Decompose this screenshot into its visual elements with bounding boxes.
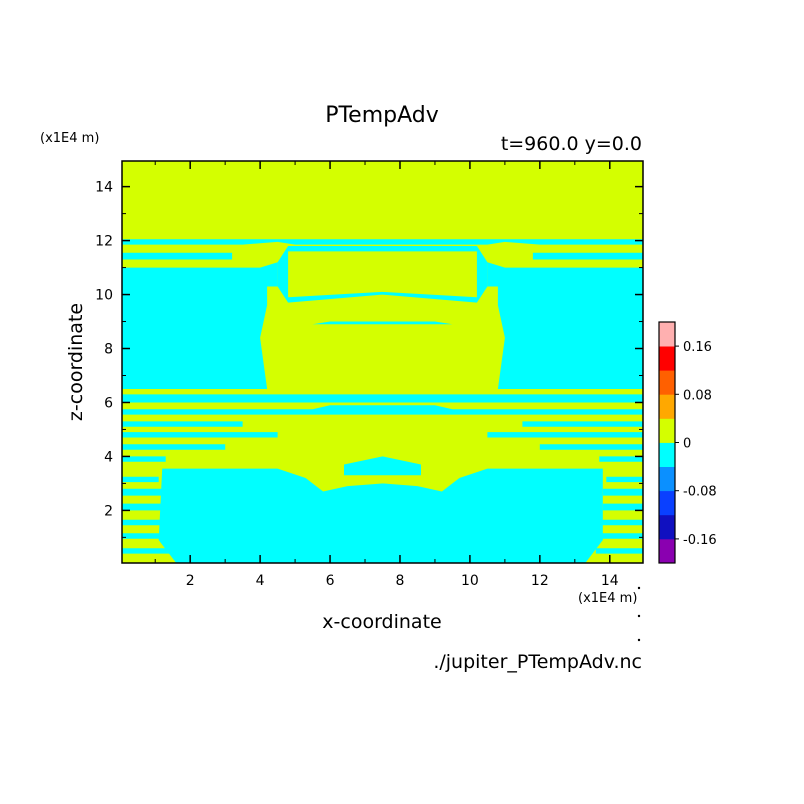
x-tick-label: 8 <box>396 573 405 589</box>
contour-region <box>522 421 643 427</box>
contour-region <box>122 421 243 427</box>
contour-region <box>606 476 643 483</box>
contour-region <box>122 394 643 403</box>
contour-region <box>602 503 643 511</box>
contour-region <box>599 519 643 526</box>
y-tick-label: 8 <box>104 342 113 358</box>
source-file-label: ./jupiter_PTempAdv.nc <box>433 651 642 673</box>
colorbar-swatch <box>659 466 675 492</box>
y-axis-label: z-coordinate <box>65 303 87 421</box>
chart-subtitle: t=960.0 y=0.0 <box>501 133 642 155</box>
contour-region <box>122 239 643 245</box>
y-tick-label: 2 <box>104 503 113 519</box>
contour-region <box>122 405 643 415</box>
contour-region <box>122 548 170 554</box>
dot-mark <box>637 638 641 642</box>
contour-region <box>487 262 643 389</box>
contour-region <box>122 503 163 511</box>
contour-region <box>122 161 643 563</box>
y-tick-label: 4 <box>104 449 113 465</box>
dot-mark <box>637 614 641 618</box>
contour-region <box>602 488 643 496</box>
contour-regions <box>122 161 643 563</box>
y-tick-label: 6 <box>104 395 113 411</box>
dot-mark <box>637 586 641 590</box>
y-tick-label: 12 <box>95 234 113 250</box>
contour-region <box>122 519 166 526</box>
contour-region <box>599 456 643 462</box>
contour-region <box>288 251 477 298</box>
x-axis-label: x-coordinate <box>322 611 441 633</box>
colorbar-swatch <box>659 322 675 347</box>
colorbar-swatch <box>659 538 675 564</box>
decorative-dots <box>637 586 641 642</box>
colorbar-swatch <box>659 370 675 395</box>
contour-region <box>595 548 643 554</box>
colorbar-swatch <box>659 418 675 443</box>
x-tick-label: 12 <box>531 573 549 589</box>
contour-region <box>344 456 421 476</box>
contour-region <box>122 456 166 462</box>
contour-region <box>158 468 603 563</box>
contour-region <box>122 432 278 438</box>
colorbar-swatch <box>659 346 675 371</box>
contour-region <box>122 444 226 450</box>
x-axis-ticks: 2 4 6 8 10 12 14 <box>154 161 619 589</box>
y-unit-label: (x1E4 m) <box>40 131 99 146</box>
chart-title: PTempAdv <box>325 103 439 128</box>
plot-frame <box>121 160 644 564</box>
plot-area: 2 4 6 8 10 12 14 2 4 6 8 10 12 14 <box>95 160 644 589</box>
x-tick-label: 14 <box>601 573 619 589</box>
contour-region <box>122 533 166 539</box>
colorbar-tick-label: -0.16 <box>683 533 717 548</box>
y-axis-ticks: 2 4 6 8 10 12 14 <box>95 180 643 538</box>
contour-region <box>122 262 278 389</box>
y-tick-label: 14 <box>95 180 113 196</box>
colorbar-swatch <box>659 514 675 540</box>
colorbar: -0.16 -0.08 0 0.08 0.16 <box>658 321 717 564</box>
x-tick-label: 6 <box>326 573 335 589</box>
contour-region <box>122 252 233 260</box>
x-tick-label: 2 <box>186 573 195 589</box>
contour-region <box>599 533 643 539</box>
colorbar-tick-label: -0.08 <box>683 485 717 500</box>
contour-region <box>312 321 453 325</box>
x-tick-label: 10 <box>461 573 479 589</box>
contour-region <box>122 488 163 496</box>
contour-region <box>122 476 159 483</box>
colorbar-tick-label: 0.08 <box>683 388 712 403</box>
x-unit-label: (x1E4 m) <box>578 591 637 606</box>
colorbar-swatch <box>659 490 675 516</box>
y-tick-label: 10 <box>95 288 113 304</box>
colorbar-tick-label: 0 <box>683 437 691 452</box>
contour-region <box>532 252 643 260</box>
colorbar-swatch <box>659 442 675 467</box>
x-tick-label: 4 <box>256 573 265 589</box>
contour-region <box>539 444 643 450</box>
colorbar-tick-label: 0.16 <box>683 340 712 355</box>
colorbar-swatch <box>659 394 675 419</box>
contour-region <box>487 432 643 438</box>
